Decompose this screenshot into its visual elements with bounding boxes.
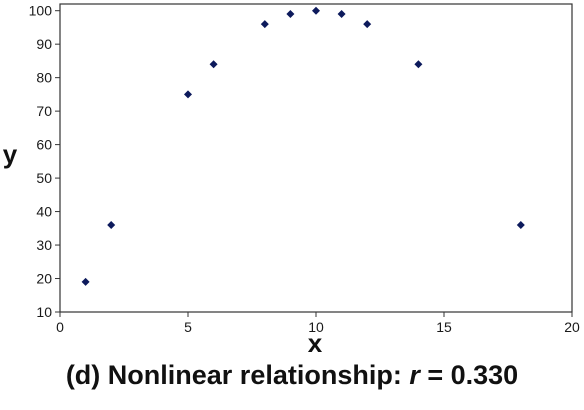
- caption-prefix: (d) Nonlinear relationship:: [65, 360, 410, 390]
- x-tick-label: 20: [564, 319, 580, 335]
- data-point: [312, 6, 320, 15]
- y-tick-label: 90: [36, 36, 52, 52]
- y-tick-label: 10: [36, 304, 52, 320]
- data-point: [363, 20, 372, 29]
- caption-variable: r: [409, 360, 420, 390]
- x-tick-label: 10: [308, 319, 324, 335]
- y-tick-label: 50: [36, 170, 52, 186]
- figure-caption: (d) Nonlinear relationship: r = 0.330: [0, 360, 584, 391]
- data-point: [260, 20, 269, 29]
- y-tick-label: 20: [36, 271, 52, 287]
- x-axis-label: x: [308, 328, 323, 358]
- y-tick-label: 40: [36, 204, 52, 220]
- x-tick-label: 5: [184, 319, 192, 335]
- data-point: [516, 220, 525, 229]
- y-axis-label: y: [3, 139, 18, 169]
- data-point: [337, 10, 346, 19]
- x-tick-label: 15: [436, 319, 452, 335]
- y-tick-label: 80: [36, 70, 52, 86]
- data-point: [414, 60, 423, 69]
- y-tick-label: 70: [36, 103, 52, 119]
- data-point: [184, 90, 192, 99]
- y-tick-label: 30: [36, 237, 52, 253]
- plot-border: [59, 3, 573, 313]
- y-tick-label: 60: [36, 137, 52, 153]
- data-point: [286, 10, 295, 19]
- y-axis: 10 20 30 40 50 60 70 80 90 100: [29, 3, 60, 320]
- data-point: [107, 220, 116, 229]
- scatter-chart: 10 20 30 40 50 60 70 80 90 100 0 5 10 15 20 y x: [3, 3, 580, 358]
- caption-suffix: = 0.330: [419, 360, 519, 390]
- data-point: [81, 277, 90, 286]
- x-tick-label: 0: [56, 319, 64, 335]
- data-point: [209, 60, 218, 69]
- y-tick-label: 100: [29, 3, 53, 19]
- data-points: [81, 6, 525, 286]
- x-axis: 0 5 10 15 20: [56, 312, 580, 335]
- plot-area: [59, 3, 573, 313]
